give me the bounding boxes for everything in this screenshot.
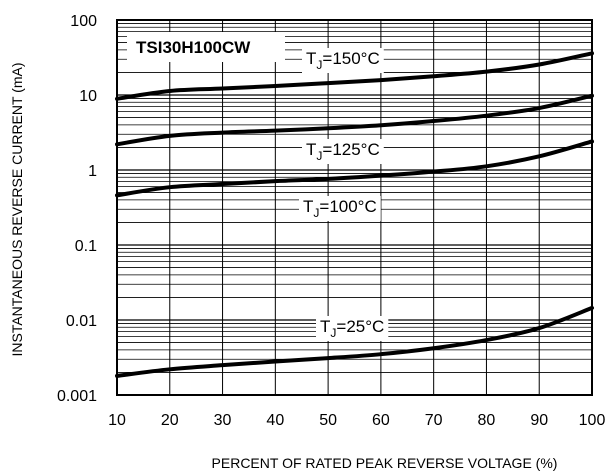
label-main: T xyxy=(306,140,316,159)
part-number-label: TSI30H100CW xyxy=(127,32,285,62)
x-tick-label: 100 xyxy=(579,412,606,429)
label-background xyxy=(302,48,384,73)
x-tick-label: 50 xyxy=(319,412,337,429)
label-background xyxy=(302,139,384,164)
x-tick-label: 30 xyxy=(214,412,232,429)
plot-frame xyxy=(116,19,593,396)
label-tj-150c: TJ=150°C xyxy=(302,48,384,73)
x-tick-label: 90 xyxy=(530,412,548,429)
label-rest: =150°C xyxy=(322,49,379,68)
label-subscript: J xyxy=(313,206,319,220)
y-tick-label: 100 xyxy=(70,13,97,30)
curves xyxy=(115,51,594,378)
label-rest: =125°C xyxy=(322,140,379,159)
part-number-text: TSI30H100CW xyxy=(136,38,251,57)
y-tick-label: 0.001 xyxy=(57,388,97,405)
tj-150c-curve xyxy=(115,51,594,101)
y-tick-label: 10 xyxy=(79,88,97,105)
series-label-text: TJ=100°C xyxy=(303,197,377,220)
series-label-text: TJ=125°C xyxy=(306,140,380,163)
y-tick-labels: 0.001 0.01 0.1 1 10 100 xyxy=(57,13,97,405)
label-tj-125c: TJ=125°C xyxy=(302,139,384,164)
y-tick-label: 0.01 xyxy=(66,313,97,330)
label-background xyxy=(316,316,389,341)
y-tick-label: 1 xyxy=(88,163,97,180)
x-tick-label: 70 xyxy=(425,412,443,429)
label-subscript: J xyxy=(316,149,322,163)
label-subscript: J xyxy=(330,326,336,340)
series-label-text: TJ=25°C xyxy=(320,317,384,340)
x-tick-label: 20 xyxy=(161,412,179,429)
label-tj-100c: TJ=100°C xyxy=(299,196,381,221)
label-main: T xyxy=(306,49,316,68)
x-tick-label: 60 xyxy=(372,412,390,429)
label-rest: =100°C xyxy=(319,197,376,216)
label-main: T xyxy=(320,317,330,336)
label-rest: =25°C xyxy=(336,317,384,336)
tj-125c-curve xyxy=(115,93,594,147)
x-tick-label: 80 xyxy=(478,412,496,429)
tj-100c-curve xyxy=(115,139,594,198)
label-main: T xyxy=(303,197,313,216)
x-tick-label: 10 xyxy=(108,412,126,429)
series-label-text: TJ=150°C xyxy=(306,49,380,72)
y-axis-title: INSTANTANEOUS REVERSE CURRENT (mA) xyxy=(9,62,25,356)
series-labels: TJ=150°CTJ=125°CTJ=100°CTJ=25°C xyxy=(299,48,389,341)
x-axis-title: PERCENT OF RATED PEAK REVERSE VOLTAGE (%… xyxy=(212,455,558,471)
x-tick-labels: 10 20 30 40 50 60 70 80 90 100 xyxy=(108,412,605,429)
tj-25c-curve xyxy=(115,305,594,378)
label-tj-25c: TJ=25°C xyxy=(316,316,389,341)
label-background xyxy=(299,196,381,221)
label-subscript: J xyxy=(316,58,322,72)
x-tick-label: 40 xyxy=(266,412,284,429)
y-tick-label: 0.1 xyxy=(75,238,97,255)
